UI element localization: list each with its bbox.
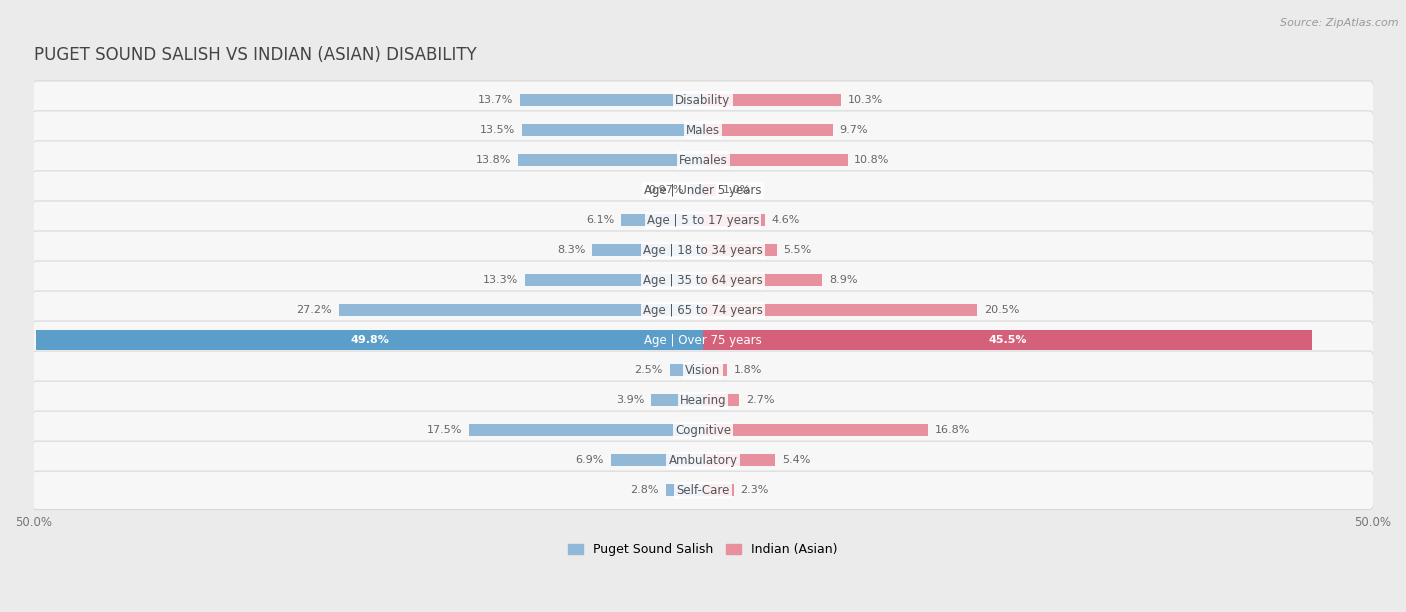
Text: Age | Under 5 years: Age | Under 5 years [644,184,762,196]
Text: 1.8%: 1.8% [734,365,762,375]
Text: 20.5%: 20.5% [984,305,1019,315]
FancyBboxPatch shape [32,81,1374,119]
Text: 6.9%: 6.9% [575,455,605,465]
Text: 2.8%: 2.8% [630,485,659,495]
Bar [665,484,703,496]
Text: Males: Males [686,124,720,136]
Text: 10.3%: 10.3% [848,95,883,105]
Text: Age | 5 to 17 years: Age | 5 to 17 years [647,214,759,226]
Bar [703,274,823,286]
Text: Females: Females [679,154,727,166]
Text: 5.4%: 5.4% [782,455,810,465]
Bar [703,184,717,196]
Bar [524,274,703,286]
Text: 2.5%: 2.5% [634,365,662,375]
FancyBboxPatch shape [32,291,1374,329]
Bar [610,454,703,466]
Bar [703,154,848,166]
Bar [703,244,776,256]
Text: 13.3%: 13.3% [484,275,519,285]
Text: 4.6%: 4.6% [772,215,800,225]
Text: Source: ZipAtlas.com: Source: ZipAtlas.com [1281,18,1399,28]
Bar [703,454,775,466]
FancyBboxPatch shape [32,471,1374,510]
Bar [690,184,703,196]
Text: 49.8%: 49.8% [350,335,389,345]
Text: 10.8%: 10.8% [855,155,890,165]
Bar [520,94,703,106]
Text: 45.5%: 45.5% [988,335,1026,345]
FancyBboxPatch shape [32,381,1374,419]
Text: Vision: Vision [685,364,721,377]
Text: 9.7%: 9.7% [839,125,868,135]
Text: 8.3%: 8.3% [557,245,585,255]
Bar [468,424,703,436]
Bar [669,364,703,376]
Text: 8.9%: 8.9% [830,275,858,285]
FancyBboxPatch shape [32,261,1374,299]
Text: 17.5%: 17.5% [426,425,463,435]
FancyBboxPatch shape [32,441,1374,480]
Bar [621,214,703,226]
Text: PUGET SOUND SALISH VS INDIAN (ASIAN) DISABILITY: PUGET SOUND SALISH VS INDIAN (ASIAN) DIS… [34,46,477,64]
Bar [703,364,727,376]
Bar [519,154,703,166]
Text: Self-Care: Self-Care [676,484,730,497]
Bar [703,330,1312,351]
Text: 2.7%: 2.7% [745,395,775,405]
Text: Disability: Disability [675,94,731,106]
Bar [339,304,703,316]
Bar [703,484,734,496]
Bar [592,244,703,256]
Text: Hearing: Hearing [679,394,727,407]
Bar [703,394,740,406]
Text: Ambulatory: Ambulatory [668,454,738,467]
Bar [651,394,703,406]
Legend: Puget Sound Salish, Indian (Asian): Puget Sound Salish, Indian (Asian) [564,539,842,561]
Bar [703,124,832,136]
Bar [703,424,928,436]
Text: 1.0%: 1.0% [723,185,751,195]
FancyBboxPatch shape [32,231,1374,269]
Text: 3.9%: 3.9% [616,395,644,405]
Text: Age | 35 to 64 years: Age | 35 to 64 years [643,274,763,286]
Text: 0.97%: 0.97% [648,185,683,195]
Bar [703,94,841,106]
Text: 5.5%: 5.5% [783,245,811,255]
Text: Cognitive: Cognitive [675,424,731,437]
Text: 13.8%: 13.8% [477,155,512,165]
Text: 13.7%: 13.7% [478,95,513,105]
Text: 16.8%: 16.8% [935,425,970,435]
Text: Age | 18 to 34 years: Age | 18 to 34 years [643,244,763,256]
FancyBboxPatch shape [32,111,1374,149]
FancyBboxPatch shape [32,321,1374,359]
Text: 6.1%: 6.1% [586,215,614,225]
FancyBboxPatch shape [32,351,1374,389]
Bar [703,304,977,316]
Text: 27.2%: 27.2% [297,305,332,315]
Text: Age | 65 to 74 years: Age | 65 to 74 years [643,304,763,317]
Bar [703,214,765,226]
Text: 13.5%: 13.5% [481,125,516,135]
Text: Age | Over 75 years: Age | Over 75 years [644,334,762,347]
FancyBboxPatch shape [32,411,1374,450]
FancyBboxPatch shape [32,141,1374,179]
FancyBboxPatch shape [32,171,1374,209]
Bar [522,124,703,136]
Text: 2.3%: 2.3% [741,485,769,495]
FancyBboxPatch shape [32,201,1374,239]
Bar [37,330,703,351]
